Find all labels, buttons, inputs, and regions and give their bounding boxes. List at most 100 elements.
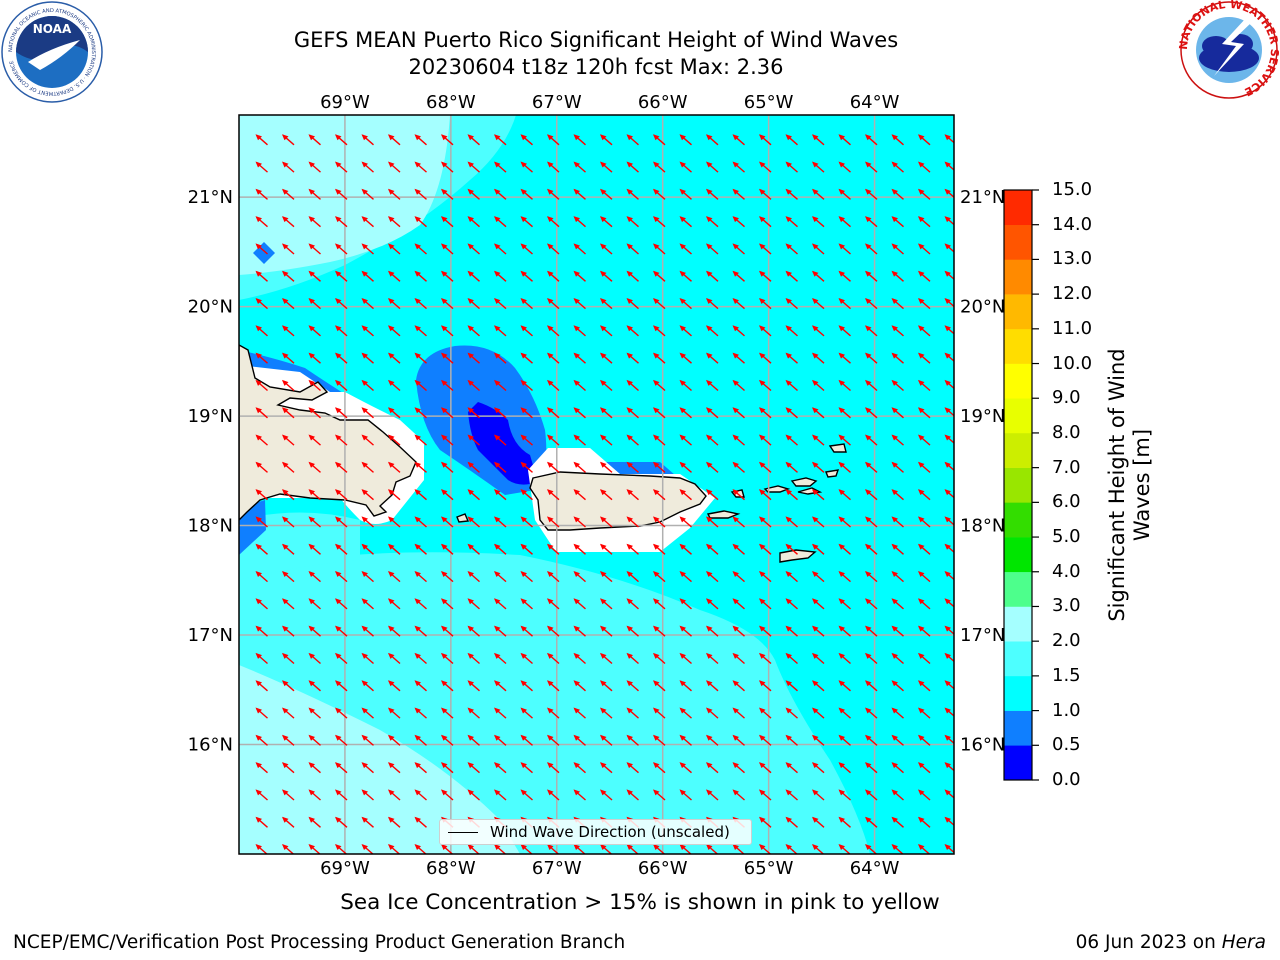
wave-arrow	[838, 516, 851, 528]
wave-arrow	[520, 734, 533, 746]
wave-arrow	[732, 379, 745, 392]
wave-arrow	[679, 407, 692, 419]
wave-arrow	[308, 161, 321, 173]
wave-arrow	[626, 352, 639, 364]
wave-arrow	[759, 789, 772, 801]
wave-arrow	[891, 298, 904, 310]
wave-arrow	[335, 707, 348, 719]
wave-arrow	[255, 816, 268, 828]
wave-arrow	[626, 325, 639, 337]
wave-arrow	[255, 762, 268, 774]
wave-arrow	[441, 543, 454, 555]
wave-arrow	[467, 571, 480, 583]
wave-arrow	[865, 298, 878, 310]
wave-arrow	[759, 543, 772, 555]
wave-arrow	[573, 789, 586, 801]
lat-label-right: 17°N	[960, 625, 1005, 646]
wave-arrow	[361, 270, 374, 282]
wave-arrow	[891, 789, 904, 801]
wave-arrow	[256, 871, 268, 882]
wave-arrow	[944, 789, 954, 799]
wave-arrow	[308, 489, 321, 501]
wave-arrow	[785, 134, 798, 146]
wave-arrow	[308, 734, 321, 746]
wave-arrow	[521, 871, 533, 882]
wave-arrow	[255, 844, 268, 854]
wave-arrow	[520, 352, 533, 364]
wave-arrow	[388, 816, 401, 828]
wave-arrow	[520, 625, 533, 637]
wave-arrow	[944, 434, 954, 444]
wave-arrow	[706, 516, 719, 528]
wave-arrow	[361, 134, 374, 146]
lon-label-top: 69°W	[320, 92, 370, 113]
wave-arrow	[812, 489, 825, 501]
wave-arrow	[838, 571, 851, 583]
wave-arrow	[944, 762, 954, 772]
wave-arrow	[812, 707, 825, 719]
wave-arrow	[626, 516, 639, 528]
wave-arrow	[918, 652, 931, 665]
wave-arrow	[255, 652, 268, 665]
wave-arrow	[600, 652, 613, 665]
wave-arrow	[494, 625, 507, 637]
wave-arrow	[494, 598, 507, 610]
wave-arrow	[812, 598, 825, 610]
wave-arrow	[600, 298, 613, 310]
wave-arrow	[308, 407, 321, 419]
wave-arrow	[785, 188, 798, 200]
wave-arrow	[918, 216, 931, 228]
wave-arrow	[467, 216, 480, 228]
wave-arrow	[759, 379, 772, 392]
wave-arrow	[388, 625, 401, 637]
wave-arrow	[335, 571, 348, 583]
wave-arrow	[891, 816, 904, 828]
wave-arrow	[865, 516, 878, 528]
wave-arrow	[732, 352, 745, 364]
wave-arrow	[706, 489, 719, 501]
wave-arrow	[918, 134, 931, 146]
wave-arrow	[918, 871, 930, 882]
wave-arrow	[732, 516, 745, 528]
colorbar-tick-label: 14.0	[1052, 213, 1093, 235]
wave-arrow	[839, 871, 851, 882]
wave-arrow	[812, 352, 825, 364]
lat-label-left: 17°N	[188, 625, 233, 646]
wave-arrow	[547, 325, 560, 337]
wave-arrow	[759, 461, 772, 473]
wave-arrow	[282, 188, 295, 200]
wave-arrow	[282, 762, 295, 774]
wave-arrow	[626, 598, 639, 610]
wave-arrow	[679, 461, 692, 473]
wave-arrow	[494, 325, 507, 337]
wave-arrow	[679, 625, 692, 637]
wave-arrow	[679, 707, 692, 719]
wave-arrow	[759, 516, 772, 528]
wave-arrow	[255, 598, 268, 610]
wave-arrow	[308, 298, 321, 310]
wave-arrow	[865, 161, 878, 173]
wave-arrow	[282, 516, 295, 528]
wave-arrow	[573, 598, 586, 610]
wave-arrow	[520, 216, 533, 228]
wave-arrow	[600, 844, 613, 854]
wave-arrow	[255, 625, 268, 637]
wave-arrow	[335, 461, 348, 473]
wave-arrow	[918, 571, 931, 583]
wave-arrow	[600, 407, 613, 419]
wave-arrow	[732, 461, 745, 473]
lon-label-bottom: 69°W	[320, 858, 370, 879]
wave-arrow	[944, 188, 954, 199]
wave-arrow	[335, 161, 348, 173]
colorbar-tick-label: 11.0	[1052, 317, 1093, 339]
wave-arrow	[547, 407, 560, 419]
wave-arrow	[282, 680, 295, 692]
wave-arrow	[838, 461, 851, 473]
wave-arrow	[388, 489, 401, 501]
wave-arrow	[282, 379, 295, 392]
wave-arrow	[653, 489, 666, 501]
wave-arrow	[494, 789, 507, 801]
wave-arrow	[282, 789, 295, 801]
colorbar-segment	[1004, 432, 1032, 468]
wave-arrow	[838, 762, 851, 774]
